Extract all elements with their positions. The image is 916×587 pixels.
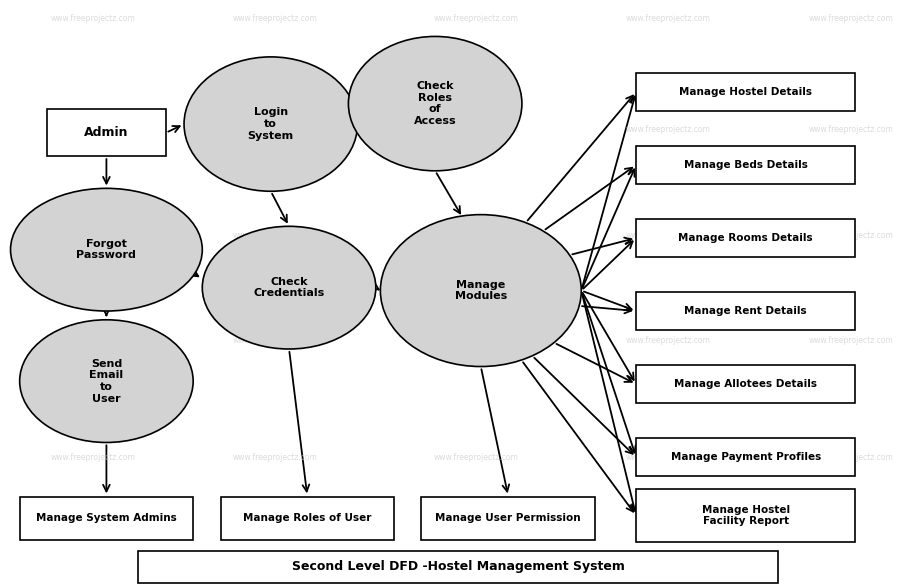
Text: www.freeprojectz.com: www.freeprojectz.com xyxy=(50,231,136,239)
FancyBboxPatch shape xyxy=(636,365,856,403)
FancyBboxPatch shape xyxy=(636,292,856,330)
Text: www.freeprojectz.com: www.freeprojectz.com xyxy=(434,231,518,239)
Text: www.freeprojectz.com: www.freeprojectz.com xyxy=(626,15,711,23)
Text: Manage Payment Profiles: Manage Payment Profiles xyxy=(671,452,821,462)
Text: www.freeprojectz.com: www.freeprojectz.com xyxy=(50,336,136,345)
Ellipse shape xyxy=(19,320,193,443)
FancyBboxPatch shape xyxy=(19,497,193,541)
Text: www.freeprojectz.com: www.freeprojectz.com xyxy=(233,126,318,134)
Text: Forgot
Password: Forgot Password xyxy=(76,239,136,261)
Text: www.freeprojectz.com: www.freeprojectz.com xyxy=(233,453,318,461)
Text: Manage Roles of User: Manage Roles of User xyxy=(243,514,372,524)
Text: www.freeprojectz.com: www.freeprojectz.com xyxy=(808,15,893,23)
FancyBboxPatch shape xyxy=(47,109,166,156)
Text: Manage User Permission: Manage User Permission xyxy=(435,514,581,524)
FancyBboxPatch shape xyxy=(636,438,856,476)
Text: Manage Rent Details: Manage Rent Details xyxy=(684,306,807,316)
FancyBboxPatch shape xyxy=(636,73,856,111)
Text: Manage Hostel
Facility Report: Manage Hostel Facility Report xyxy=(702,505,790,527)
Text: www.freeprojectz.com: www.freeprojectz.com xyxy=(233,15,318,23)
Text: www.freeprojectz.com: www.freeprojectz.com xyxy=(626,453,711,461)
Text: Manage
Modules: Manage Modules xyxy=(454,280,507,301)
Text: www.freeprojectz.com: www.freeprojectz.com xyxy=(233,336,318,345)
Text: www.freeprojectz.com: www.freeprojectz.com xyxy=(50,126,136,134)
Ellipse shape xyxy=(184,57,357,191)
Text: www.freeprojectz.com: www.freeprojectz.com xyxy=(808,231,893,239)
Text: Check
Roles
of
Access: Check Roles of Access xyxy=(414,81,456,126)
Text: www.freeprojectz.com: www.freeprojectz.com xyxy=(344,553,572,571)
Ellipse shape xyxy=(10,188,202,311)
Text: www.freeprojectz.com: www.freeprojectz.com xyxy=(434,126,518,134)
Text: Check
Credentials: Check Credentials xyxy=(254,277,324,298)
Text: www.freeprojectz.com: www.freeprojectz.com xyxy=(808,336,893,345)
Text: www.freeprojectz.com: www.freeprojectz.com xyxy=(626,336,711,345)
Text: Admin: Admin xyxy=(84,126,128,139)
Text: Send
Email
to
User: Send Email to User xyxy=(90,359,124,403)
FancyBboxPatch shape xyxy=(636,219,856,257)
Text: www.freeprojectz.com: www.freeprojectz.com xyxy=(50,15,136,23)
Text: www.freeprojectz.com: www.freeprojectz.com xyxy=(233,231,318,239)
Ellipse shape xyxy=(380,215,582,366)
Text: www.freeprojectz.com: www.freeprojectz.com xyxy=(434,336,518,345)
FancyBboxPatch shape xyxy=(421,497,595,541)
Text: www.freeprojectz.com: www.freeprojectz.com xyxy=(626,126,711,134)
Text: Manage Allotees Details: Manage Allotees Details xyxy=(674,379,817,389)
Text: www.freeprojectz.com: www.freeprojectz.com xyxy=(434,453,518,461)
Text: Login
to
System: Login to System xyxy=(247,107,294,141)
FancyBboxPatch shape xyxy=(138,551,778,583)
Text: www.freeprojectz.com: www.freeprojectz.com xyxy=(50,453,136,461)
FancyBboxPatch shape xyxy=(636,489,856,542)
Text: Manage Rooms Details: Manage Rooms Details xyxy=(679,233,813,243)
Ellipse shape xyxy=(202,227,376,349)
Text: www.freeprojectz.com: www.freeprojectz.com xyxy=(434,15,518,23)
Text: www.freeprojectz.com: www.freeprojectz.com xyxy=(808,126,893,134)
Text: Manage Beds Details: Manage Beds Details xyxy=(683,160,808,170)
Text: www.freeprojectz.com: www.freeprojectz.com xyxy=(626,231,711,239)
FancyBboxPatch shape xyxy=(221,497,394,541)
Text: Manage System Admins: Manage System Admins xyxy=(36,514,177,524)
Ellipse shape xyxy=(348,36,522,171)
Text: Manage Hostel Details: Manage Hostel Details xyxy=(679,87,812,97)
Text: Second Level DFD -Hostel Management System: Second Level DFD -Hostel Management Syst… xyxy=(291,560,625,573)
Text: www.freeprojectz.com: www.freeprojectz.com xyxy=(808,453,893,461)
FancyBboxPatch shape xyxy=(636,146,856,184)
